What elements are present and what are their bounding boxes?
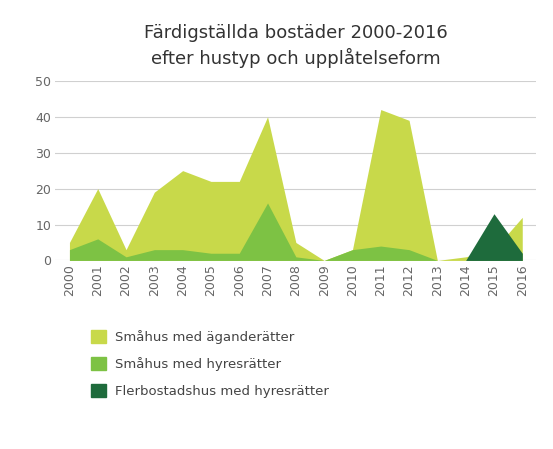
Title: Färdigställda bostäder 2000-2016
efter hustyp och upplåtelseform: Färdigställda bostäder 2000-2016 efter h… [144, 24, 448, 68]
Legend: Småhus med äganderätter, Småhus med hyresrätter, Flerbostadshus med hyresrätter: Småhus med äganderätter, Småhus med hyre… [86, 325, 334, 403]
